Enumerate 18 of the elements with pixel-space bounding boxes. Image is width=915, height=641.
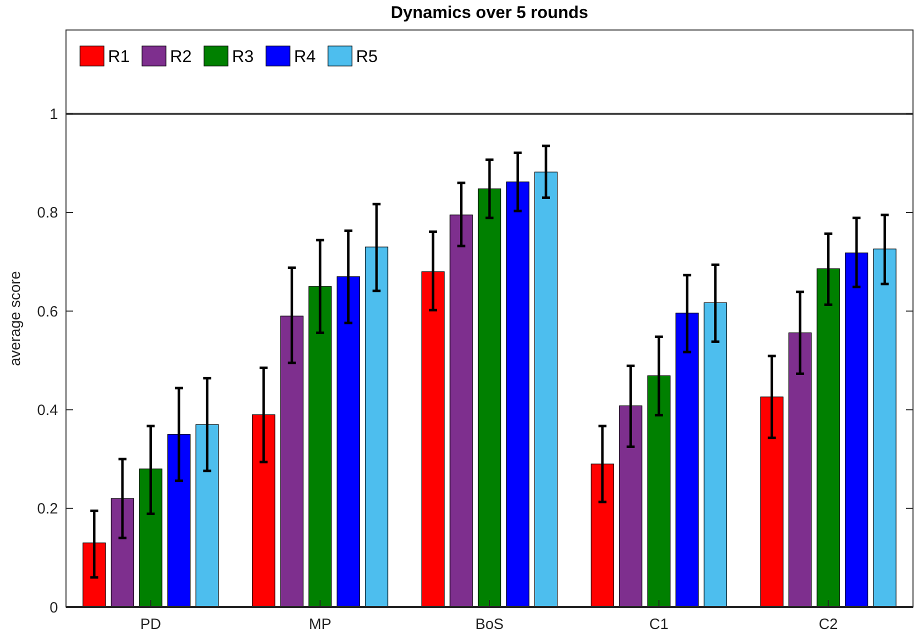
- x-tick-label: C1: [649, 616, 668, 633]
- x-tick-label: PD: [140, 616, 162, 633]
- x-tick-label: BoS: [475, 616, 504, 633]
- y-tick-label: 0.6: [37, 303, 58, 320]
- legend-label: R2: [170, 46, 192, 66]
- x-tick-label: MP: [308, 616, 332, 633]
- legend-label: R4: [294, 46, 316, 66]
- y-tick-label: 0.4: [37, 402, 58, 419]
- y-tick-label: 0.8: [37, 204, 58, 222]
- y-tick-label: 1: [50, 106, 58, 124]
- y-tick-label: 0.2: [37, 500, 58, 518]
- legend-label: R3: [232, 46, 254, 66]
- legend-label: R1: [108, 46, 130, 66]
- y-axis-title: average score: [7, 270, 24, 366]
- chart-title: Dynamics over 5 rounds: [390, 3, 588, 22]
- y-tick-label: 0: [50, 599, 58, 616]
- legend-label: R5: [356, 46, 378, 66]
- x-tick-label: C2: [818, 616, 838, 633]
